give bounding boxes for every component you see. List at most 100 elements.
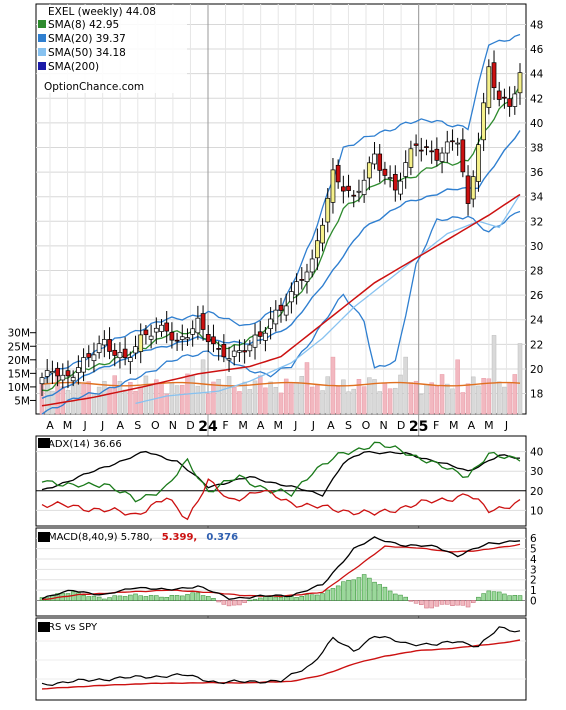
volume-bar	[387, 388, 393, 415]
candle-body	[76, 367, 81, 373]
candle-body	[237, 350, 242, 353]
candle-body	[429, 150, 435, 153]
macd-histogram-bar	[398, 594, 403, 601]
macd-histogram-bar	[403, 596, 408, 601]
candle-body	[460, 139, 466, 173]
volume-bar	[247, 389, 253, 415]
volume-tick-label: 15M	[8, 368, 30, 380]
candle-body	[299, 279, 305, 281]
volume-bar	[382, 383, 388, 415]
candle-body	[346, 185, 351, 191]
volume-bar	[512, 374, 518, 415]
macd-histogram-bar	[231, 600, 237, 606]
volume-bar	[294, 381, 299, 415]
volume-bar	[283, 378, 289, 415]
macd-histogram-bar	[465, 600, 471, 608]
volume-bar	[398, 374, 403, 415]
candle-body	[465, 175, 471, 204]
volume-bar	[200, 359, 206, 415]
month-tick-label: M	[63, 419, 73, 432]
price-tick-label: 34	[530, 192, 544, 204]
candle-body	[496, 90, 502, 100]
candle-body	[424, 146, 429, 148]
price-tick-label: 38	[530, 142, 543, 154]
candle-body	[122, 348, 128, 358]
price-tick-label: 42	[530, 93, 543, 105]
volume-bar	[180, 385, 185, 415]
candle-body	[330, 169, 336, 203]
candle-body	[294, 281, 299, 296]
macd-histogram-bar	[112, 595, 117, 601]
candle-body	[247, 344, 253, 352]
sma50-line	[135, 194, 521, 405]
macd-tick-label: 1	[530, 585, 537, 597]
macd-histogram-bar	[206, 596, 211, 601]
candle-body	[169, 331, 175, 341]
watermark: OptionChance.com	[44, 81, 144, 93]
macd-tick-label: 3	[530, 564, 537, 576]
macd-histogram-value: 0.376	[206, 532, 238, 543]
volume-bar	[242, 381, 247, 415]
macd-histogram	[39, 574, 523, 609]
candle-body	[486, 66, 492, 108]
candle-body	[138, 334, 144, 352]
candle-body	[382, 168, 388, 176]
macd-histogram-bar	[351, 579, 356, 601]
candle-body	[268, 318, 273, 329]
candle-body	[418, 149, 424, 152]
volume-bar	[403, 356, 408, 415]
candle-body	[44, 370, 50, 377]
volume-bar	[289, 383, 294, 415]
macd-histogram-bar	[408, 600, 414, 602]
candle-body	[231, 350, 237, 357]
macd-tick-label: 0	[530, 596, 537, 608]
volume-bar	[424, 384, 429, 415]
volume-bar	[226, 376, 232, 415]
candle-body	[470, 176, 476, 200]
candle-body	[434, 148, 440, 161]
volume-bar	[237, 391, 242, 415]
volume-bar	[496, 381, 502, 415]
month-tick-label: S	[345, 419, 352, 432]
macd-title: MACD(8,40,9) 5.780,	[48, 532, 153, 543]
macd-histogram-bar	[174, 595, 180, 601]
volume-tick-label: 25M	[8, 341, 30, 353]
month-tick-label: J	[82, 419, 86, 432]
adx-panel-frame	[35, 435, 527, 527]
candle-body	[70, 377, 76, 382]
macd-histogram-bar	[325, 589, 331, 601]
candle-body	[112, 349, 118, 356]
price-tick-label: 32	[530, 216, 543, 228]
adx-legend-swatch	[38, 438, 50, 448]
legend-label: SMA(8) 42.95	[48, 19, 119, 31]
macd-histogram-bar	[455, 600, 460, 606]
candle-body	[491, 62, 497, 89]
sma200-line	[41, 193, 521, 407]
macd-histogram-bar	[299, 596, 305, 601]
candle-body	[179, 336, 185, 340]
volume-bar	[211, 381, 216, 415]
adx-tick-label: 30	[530, 466, 543, 478]
price-legend: EXEL (weekly) 44.08 SMA(8) 42.95 SMA(20) …	[37, 5, 187, 93]
volume-bar	[481, 378, 486, 415]
macd-tick-label: 6	[530, 533, 537, 545]
candle-body	[185, 337, 190, 340]
volume-bar	[122, 389, 128, 415]
candle-body	[413, 143, 419, 146]
macd-histogram-bar	[91, 595, 97, 601]
legend-swatch	[38, 34, 46, 42]
macd-signal-line	[41, 543, 521, 600]
candle-body	[289, 291, 294, 303]
macd-histogram-bar	[502, 593, 507, 601]
price-tick-label: 36	[530, 167, 544, 179]
candle-body	[174, 339, 180, 342]
sma20-line	[41, 130, 521, 399]
volume-bar	[372, 379, 377, 415]
candle-body	[211, 336, 216, 345]
volume-bar	[263, 387, 268, 415]
volume-bar	[445, 383, 450, 415]
macd-signal-value: 5.399,	[162, 532, 197, 543]
candle-body	[133, 346, 138, 354]
